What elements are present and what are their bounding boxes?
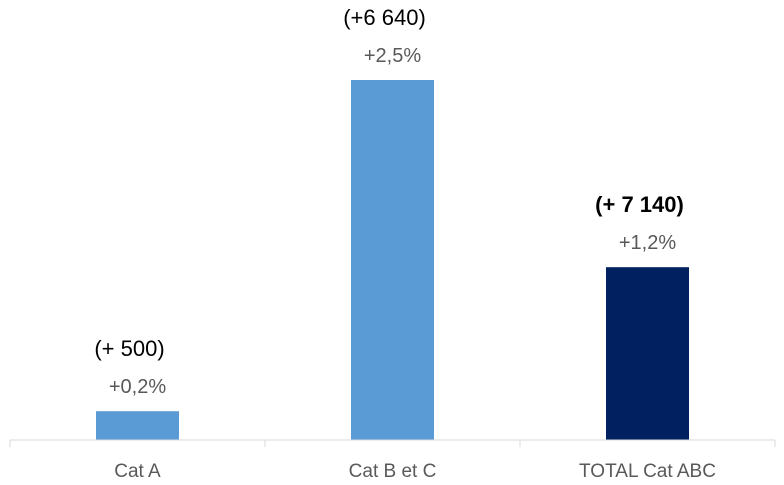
pct-label-total-cat-abc: +1,2% [619, 232, 676, 254]
abs-label-cat-a: (+ 500) [94, 336, 164, 361]
pct-label-cat-b-et-c: +2,5% [364, 45, 421, 67]
bar-total-cat-abc [606, 267, 689, 440]
abs-label-cat-b-et-c: (+6 640) [343, 5, 426, 30]
bars-group [96, 80, 689, 440]
category-label-cat-a: Cat A [114, 461, 161, 482]
bar-cat-b-et-c [351, 80, 434, 440]
category-label-cat-b-et-c: Cat B et C [349, 461, 437, 482]
labels-group: +0,2% (+ 500) Cat A +2,5% (+6 640) Cat B et C… [94, 5, 716, 482]
abs-label-total-cat-abc: (+ 7 140) [595, 192, 684, 217]
category-label-total-cat-abc: TOTAL Cat ABC [579, 461, 716, 482]
bar-cat-a [96, 411, 179, 440]
pct-label-cat-a: +0,2% [109, 376, 166, 398]
x-axis-ticks [9, 440, 776, 447]
